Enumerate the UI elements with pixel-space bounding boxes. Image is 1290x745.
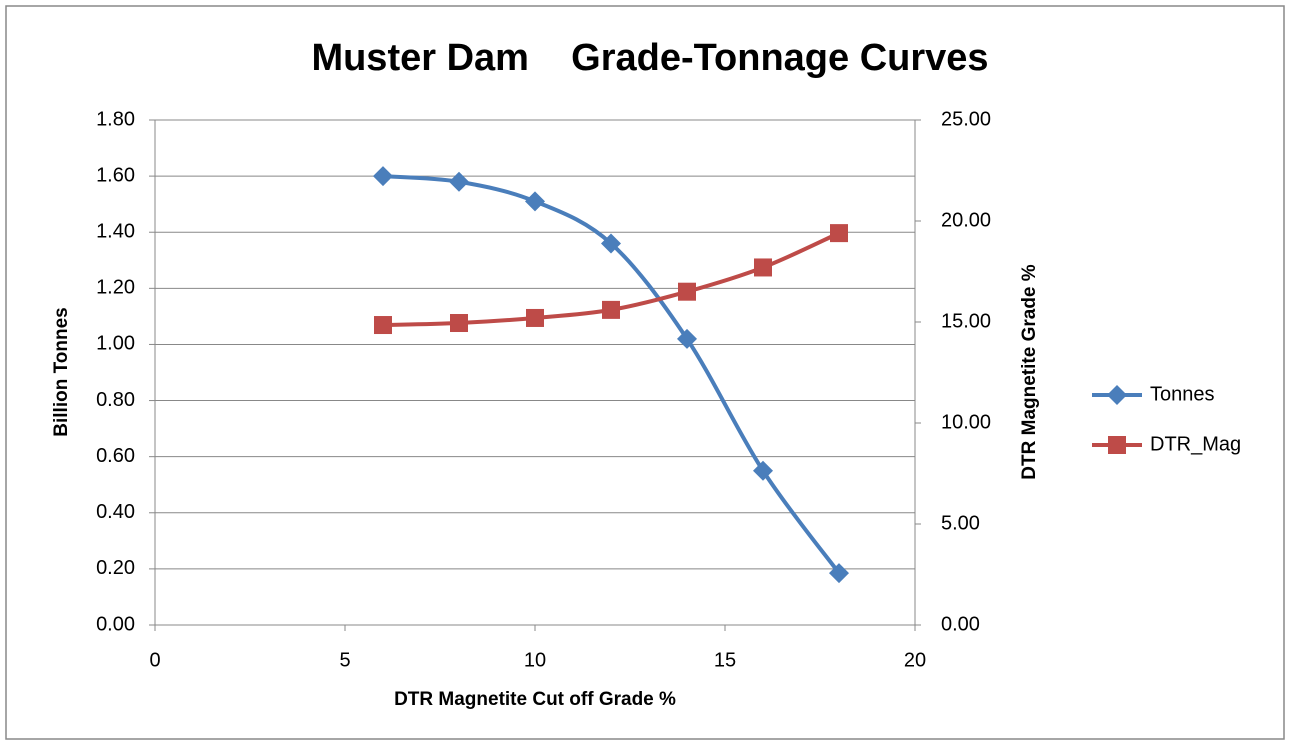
- x-axis-title: DTR Magnetite Cut off Grade %: [394, 689, 676, 710]
- data-point: [678, 282, 696, 301]
- y-axis-title: Billion Tonnes: [51, 307, 72, 436]
- data-point: [450, 314, 468, 333]
- x-tick-label: 5: [339, 649, 350, 671]
- y-tick-label: 1.20: [96, 277, 135, 299]
- y-tick-label: 0.80: [96, 389, 135, 411]
- y2-tick-label: 0.00: [941, 613, 980, 635]
- y2-tick-label: 5.00: [941, 512, 980, 534]
- data-point: [754, 258, 772, 277]
- data-point: [374, 316, 392, 335]
- y-tick-label: 1.40: [96, 221, 135, 243]
- y-tick-label: 0.60: [96, 445, 135, 467]
- legend-marker: [1107, 385, 1127, 405]
- legend-label: DTR_Mag: [1150, 433, 1241, 455]
- chart-frame: [5, 5, 1285, 740]
- data-point: [449, 171, 469, 192]
- data-point: [677, 328, 697, 349]
- y2-tick-label: 25.00: [941, 108, 991, 130]
- chart-title: Muster Dam Grade-Tonnage Curves: [311, 37, 988, 79]
- y-tick-label: 0.40: [96, 501, 135, 523]
- y2-axis-title: DTR Magnetite Grade %: [1019, 264, 1040, 479]
- data-point: [526, 308, 544, 327]
- data-point: [753, 460, 773, 481]
- y2-tick-label: 20.00: [941, 209, 991, 231]
- y-tick-label: 1.80: [96, 108, 135, 130]
- data-point: [830, 224, 848, 243]
- x-tick-label: 0: [149, 649, 160, 671]
- data-point: [602, 300, 620, 319]
- y-tick-label: 0.20: [96, 557, 135, 579]
- y2-tick-label: 10.00: [941, 411, 991, 433]
- legend-label: Tonnes: [1150, 383, 1215, 405]
- x-tick-label: 15: [714, 649, 736, 671]
- y-tick-label: 1.60: [96, 164, 135, 186]
- x-tick-label: 20: [904, 649, 926, 671]
- data-point: [601, 233, 621, 254]
- data-point: [829, 563, 849, 584]
- data-point: [525, 191, 545, 212]
- y2-tick-label: 15.00: [941, 310, 991, 332]
- data-point: [373, 166, 393, 187]
- legend-marker: [1108, 436, 1126, 454]
- y-tick-label: 1.00: [96, 333, 135, 355]
- y-tick-label: 0.00: [96, 613, 135, 635]
- x-tick-label: 10: [524, 649, 546, 671]
